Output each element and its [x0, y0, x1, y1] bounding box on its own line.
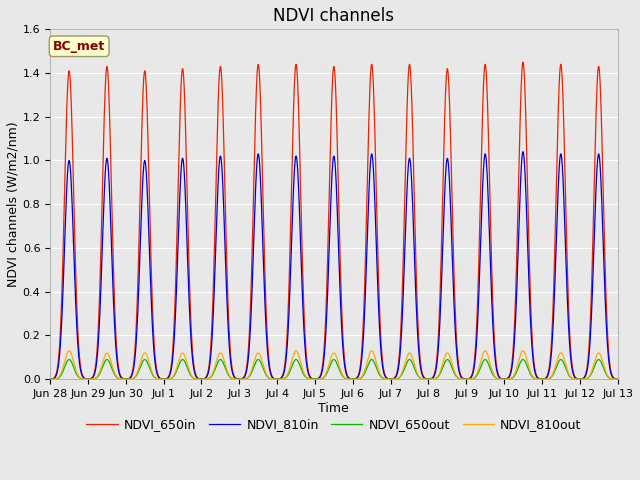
NDVI_810out — [46, 376, 54, 382]
NDVI_650in — [493, 364, 500, 370]
NDVI_650out — [412, 370, 420, 376]
NDVI_650out — [614, 376, 621, 382]
NDVI_650in — [162, 376, 170, 382]
NDVI_650in — [168, 360, 175, 366]
NDVI_650in — [614, 376, 621, 382]
NDVI_810in — [162, 376, 170, 382]
NDVI_810in — [412, 302, 420, 308]
NDVI_650out — [493, 375, 500, 381]
NDVI_810out — [168, 375, 175, 381]
Line: NDVI_810in: NDVI_810in — [50, 152, 618, 379]
NDVI_810in — [46, 376, 54, 382]
NDVI_810out — [162, 376, 170, 382]
NDVI_810out — [614, 376, 621, 382]
Legend: NDVI_650in, NDVI_810in, NDVI_650out, NDVI_810out: NDVI_650in, NDVI_810in, NDVI_650out, NDV… — [81, 413, 586, 436]
NDVI_810in — [259, 234, 266, 240]
NDVI_810out — [412, 368, 420, 373]
Line: NDVI_810out: NDVI_810out — [50, 351, 618, 379]
NDVI_810out — [65, 348, 73, 354]
NDVI_650out — [46, 376, 54, 382]
NDVI_650out — [168, 375, 175, 381]
NDVI_650in — [259, 177, 266, 183]
NDVI_650out — [259, 364, 266, 370]
NDVI_650in — [46, 376, 54, 382]
X-axis label: Time: Time — [319, 402, 349, 415]
Line: NDVI_650out: NDVI_650out — [50, 360, 618, 379]
Y-axis label: NDVI channels (W/m2/nm): NDVI channels (W/m2/nm) — [7, 121, 20, 287]
NDVI_810in — [614, 376, 621, 382]
NDVI_650in — [612, 376, 620, 382]
NDVI_810out — [612, 376, 620, 382]
NDVI_810in — [612, 376, 620, 382]
NDVI_650out — [612, 376, 620, 382]
NDVI_650out — [162, 376, 170, 382]
NDVI_650in — [519, 59, 527, 65]
NDVI_650in — [412, 271, 420, 276]
NDVI_810in — [519, 149, 527, 155]
NDVI_810out — [493, 375, 500, 381]
NDVI_810out — [259, 360, 266, 366]
Title: NDVI channels: NDVI channels — [273, 7, 394, 25]
Text: BC_met: BC_met — [53, 40, 106, 53]
NDVI_650out — [65, 357, 73, 362]
Line: NDVI_650in: NDVI_650in — [50, 62, 618, 379]
NDVI_810in — [493, 368, 500, 373]
NDVI_810in — [168, 365, 175, 371]
